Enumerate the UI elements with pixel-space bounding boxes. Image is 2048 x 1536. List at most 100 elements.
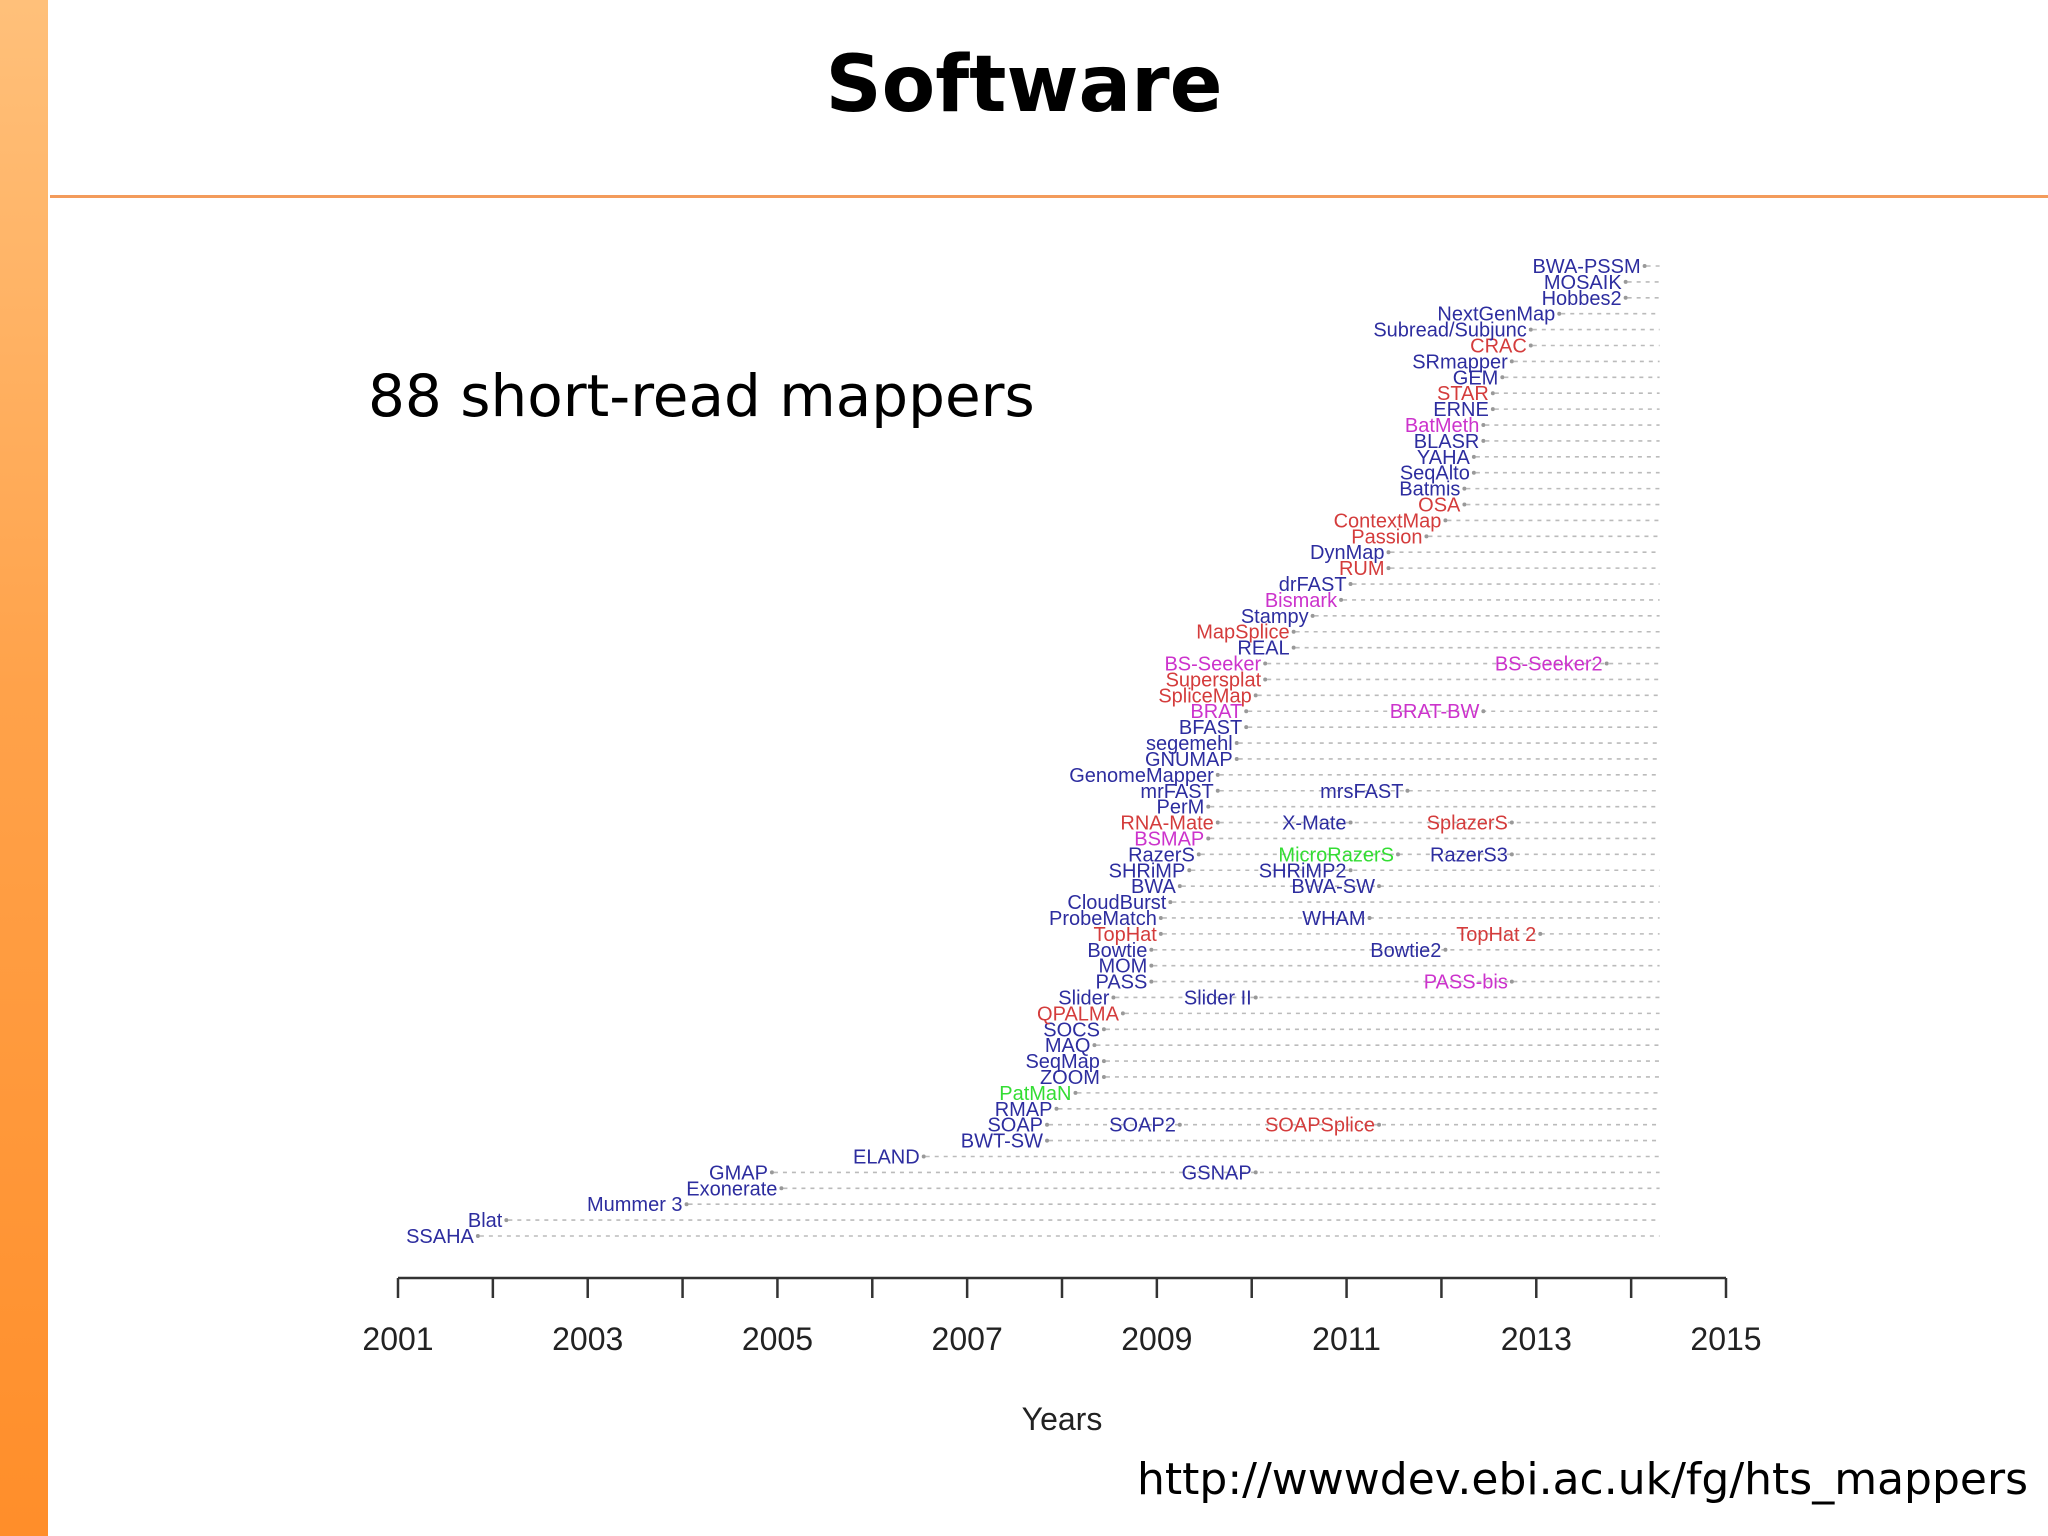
tool-marker-seqmap bbox=[1101, 1059, 1106, 1064]
tool-label-socs: SOCS bbox=[1043, 1019, 1100, 1041]
tool-label-shrimp: SHRiMP bbox=[1109, 860, 1186, 882]
tool-marker-drfast bbox=[1348, 582, 1353, 587]
tool-marker-bwt-sw bbox=[1045, 1138, 1050, 1143]
tool-marker-bismark bbox=[1339, 597, 1344, 602]
tool-marker-bwa bbox=[1177, 884, 1182, 889]
tool-label-rna-mate: RNA-Mate bbox=[1120, 813, 1213, 835]
tool-label-razers3: RazerS3 bbox=[1430, 844, 1508, 866]
tool-marker-gmap bbox=[769, 1170, 774, 1175]
tool-label-mosaik: MOSAIK bbox=[1544, 272, 1622, 294]
tool-label-seqmap: SeqMap bbox=[1025, 1051, 1100, 1073]
tool-label-crac: CRAC bbox=[1470, 336, 1527, 358]
x-tick-label-2007: 2007 bbox=[932, 1321, 1003, 1357]
tool-label-soap2: SOAP2 bbox=[1109, 1115, 1176, 1137]
tool-label-patman: PatMaN bbox=[999, 1083, 1071, 1105]
tool-marker-mosaik bbox=[1623, 279, 1628, 284]
x-axis-title: Years bbox=[1022, 1401, 1103, 1437]
tool-label-bwt-sw: BWT-SW bbox=[961, 1131, 1043, 1153]
tool-marker-star bbox=[1490, 391, 1495, 396]
slide-subtitle: 88 short-read mappers bbox=[368, 362, 1035, 430]
tool-marker-zoom bbox=[1101, 1074, 1106, 1079]
tool-label-blasr: BLASR bbox=[1414, 431, 1480, 453]
tool-marker-bs-seeker bbox=[1263, 661, 1268, 666]
tool-label-batmis: Batmis bbox=[1399, 479, 1460, 501]
tool-label-gnumap: GNUMAP bbox=[1145, 749, 1233, 771]
tool-label-subread-subjunc: Subread/Subjunc bbox=[1373, 320, 1526, 342]
tool-marker-bowtie2 bbox=[1443, 947, 1448, 952]
tool-marker-shrimp bbox=[1187, 868, 1192, 873]
tool-marker-socs bbox=[1101, 1027, 1106, 1032]
tool-label-soapsplice: SOAPSplice bbox=[1265, 1115, 1375, 1137]
tool-marker-pass bbox=[1149, 979, 1154, 984]
tool-marker-bowtie bbox=[1149, 947, 1154, 952]
tool-marker-splicemap bbox=[1253, 693, 1258, 698]
tool-label-bsmap: BSMAP bbox=[1134, 828, 1204, 850]
tool-marker-bwa-sw bbox=[1377, 884, 1382, 889]
tool-marker-blasr bbox=[1481, 438, 1486, 443]
tool-marker-segemehl bbox=[1234, 741, 1239, 746]
tool-label-erne: ERNE bbox=[1433, 399, 1489, 421]
tool-marker-real bbox=[1291, 645, 1296, 650]
tool-marker-brat bbox=[1244, 709, 1249, 714]
tool-marker-hobbes2 bbox=[1623, 295, 1628, 300]
tool-label-segemehl: segemehl bbox=[1146, 733, 1233, 755]
tool-label-x-mate: X-Mate bbox=[1282, 813, 1346, 835]
tool-marker-seqalto bbox=[1471, 470, 1476, 475]
tool-marker-cloudburst bbox=[1168, 900, 1173, 905]
tool-label-tophat: TopHat bbox=[1093, 924, 1157, 946]
tool-label-pass: PASS bbox=[1095, 972, 1147, 994]
tool-marker-mummer-3 bbox=[684, 1202, 689, 1207]
tool-marker-genomemapper bbox=[1215, 772, 1220, 777]
tool-marker-crac bbox=[1528, 343, 1533, 348]
tool-label-bismark: Bismark bbox=[1265, 590, 1338, 612]
tool-label-probematch: ProbeMatch bbox=[1049, 908, 1157, 930]
tool-marker-rmap bbox=[1054, 1106, 1059, 1111]
tool-marker-gsnap bbox=[1253, 1170, 1258, 1175]
tool-label-seqalto: SeqAlto bbox=[1400, 463, 1470, 485]
tool-label-bwa: BWA bbox=[1131, 876, 1176, 898]
tool-label-bs-seeker: BS-Seeker bbox=[1164, 654, 1261, 676]
tool-marker-perm bbox=[1206, 804, 1211, 809]
tool-marker-brat-bw bbox=[1481, 709, 1486, 714]
tool-label-mrsfast: mrsFAST bbox=[1320, 781, 1403, 803]
tool-label-zoom: ZOOM bbox=[1040, 1067, 1100, 1089]
tool-marker-gnumap bbox=[1234, 756, 1239, 761]
tool-label-wham: WHAM bbox=[1302, 908, 1365, 930]
tool-label-soap: SOAP bbox=[987, 1115, 1043, 1137]
tool-marker-yaha bbox=[1471, 454, 1476, 459]
tool-label-slider: Slider bbox=[1058, 987, 1109, 1009]
tool-marker-osa bbox=[1462, 502, 1467, 507]
tool-label-splicemap: SpliceMap bbox=[1158, 685, 1251, 707]
tool-marker-passion bbox=[1424, 534, 1429, 539]
tool-label-exonerate: Exonerate bbox=[686, 1178, 777, 1200]
tool-label-bowtie: Bowtie bbox=[1087, 940, 1147, 962]
tool-label-perm: PerM bbox=[1156, 797, 1204, 819]
tool-marker-microrazers bbox=[1396, 852, 1400, 857]
tool-marker-dynmap bbox=[1386, 550, 1391, 555]
tool-marker-batmis bbox=[1462, 486, 1467, 491]
tool-label-shrimp2: SHRiMP2 bbox=[1259, 860, 1347, 882]
tool-marker-patman bbox=[1073, 1090, 1078, 1095]
tool-label-pass-bis: PASS-bis bbox=[1424, 972, 1508, 994]
tool-marker-erne bbox=[1490, 407, 1495, 412]
tool-marker-qpalma bbox=[1120, 1011, 1125, 1016]
tool-label-bs-seeker2: BS-Seeker2 bbox=[1495, 654, 1603, 676]
slide-title: Software bbox=[825, 40, 1223, 130]
tool-marker-soapsplice bbox=[1377, 1122, 1382, 1127]
tool-label-rmap: RMAP bbox=[995, 1099, 1053, 1121]
tool-marker-soap bbox=[1045, 1122, 1050, 1127]
tool-label-bfast: BFAST bbox=[1179, 717, 1242, 739]
tool-label-srmapper: SRmapper bbox=[1412, 351, 1508, 373]
tool-marker-subread-subjunc bbox=[1528, 327, 1533, 332]
accent-sidebar bbox=[0, 0, 48, 1536]
tool-label-blat: Blat bbox=[468, 1210, 503, 1232]
x-tick-label-2011: 2011 bbox=[1312, 1321, 1381, 1357]
tool-label-batmeth: BatMeth bbox=[1405, 415, 1479, 437]
tool-label-eland: ELAND bbox=[853, 1146, 920, 1168]
tool-marker-razers3 bbox=[1509, 852, 1514, 857]
tool-marker-mrfast bbox=[1215, 788, 1220, 793]
tool-marker-wham bbox=[1367, 915, 1372, 920]
tool-label-splazers: SplazerS bbox=[1427, 813, 1508, 835]
title-divider bbox=[50, 195, 2048, 198]
